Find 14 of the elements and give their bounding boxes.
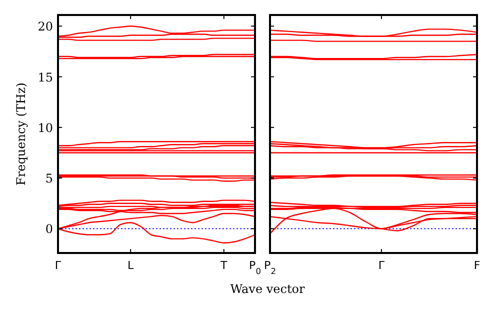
- x-tick-label: Γ: [378, 259, 386, 272]
- x-tick-label: P$_{0}$: [249, 259, 261, 276]
- y-tick-label: 10: [38, 120, 53, 135]
- x-axis-title: Wave vector: [230, 282, 306, 296]
- x-tick-label: Γ: [54, 259, 62, 272]
- x-tick-label: T: [220, 259, 228, 272]
- y-axis-title: Frequency (THz): [14, 82, 28, 186]
- y-tick-label: 20: [38, 20, 53, 34]
- y-tick-label: 15: [38, 70, 53, 84]
- y-tick-label: 0: [45, 222, 53, 236]
- x-tick-label: P$_{2}$: [264, 259, 276, 276]
- x-tick-label: F: [474, 259, 480, 272]
- y-tick-label: 5: [45, 172, 53, 186]
- x-tick-label: L: [128, 259, 135, 272]
